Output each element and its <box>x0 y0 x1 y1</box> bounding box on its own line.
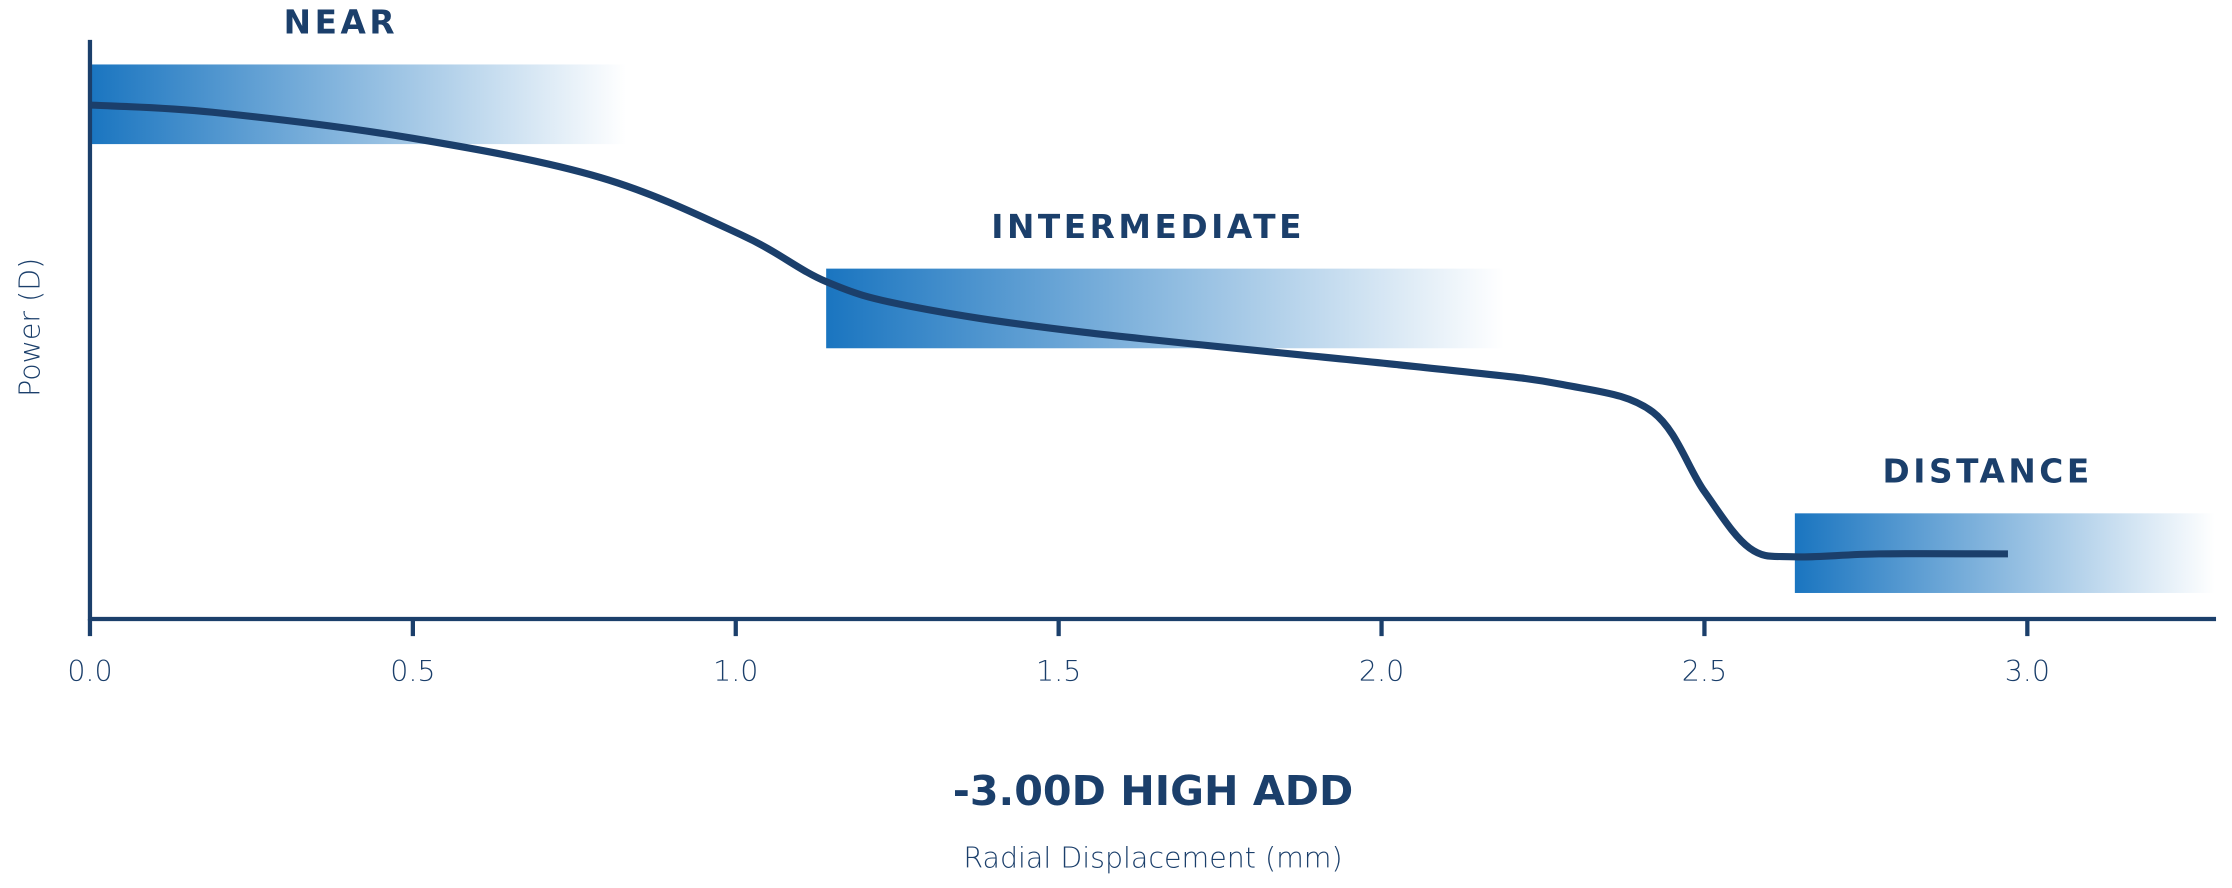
x-tick-label: 3.0 <box>2005 655 2050 688</box>
x-tick-label: 1.0 <box>713 655 758 688</box>
x-tick-label: 0.0 <box>67 655 112 688</box>
zone-label: DISTANCE <box>1883 452 2093 490</box>
x-tick-label: 2.0 <box>1359 655 1404 688</box>
zone-label: NEAR <box>284 4 398 42</box>
x-tick-label: 0.5 <box>390 655 435 688</box>
zone-label: INTERMEDIATE <box>991 208 1305 246</box>
x-axis-label: Radial Displacement (mm) <box>963 842 1342 875</box>
zones <box>89 64 2215 593</box>
x-tick-label: 1.5 <box>1036 655 1081 688</box>
x-tick-label: 2.5 <box>1682 655 1727 688</box>
chart-title: -3.00D HIGH ADD <box>953 767 1354 815</box>
power-curve <box>89 101 2008 561</box>
y-axis-label: Power (D) <box>14 258 47 397</box>
